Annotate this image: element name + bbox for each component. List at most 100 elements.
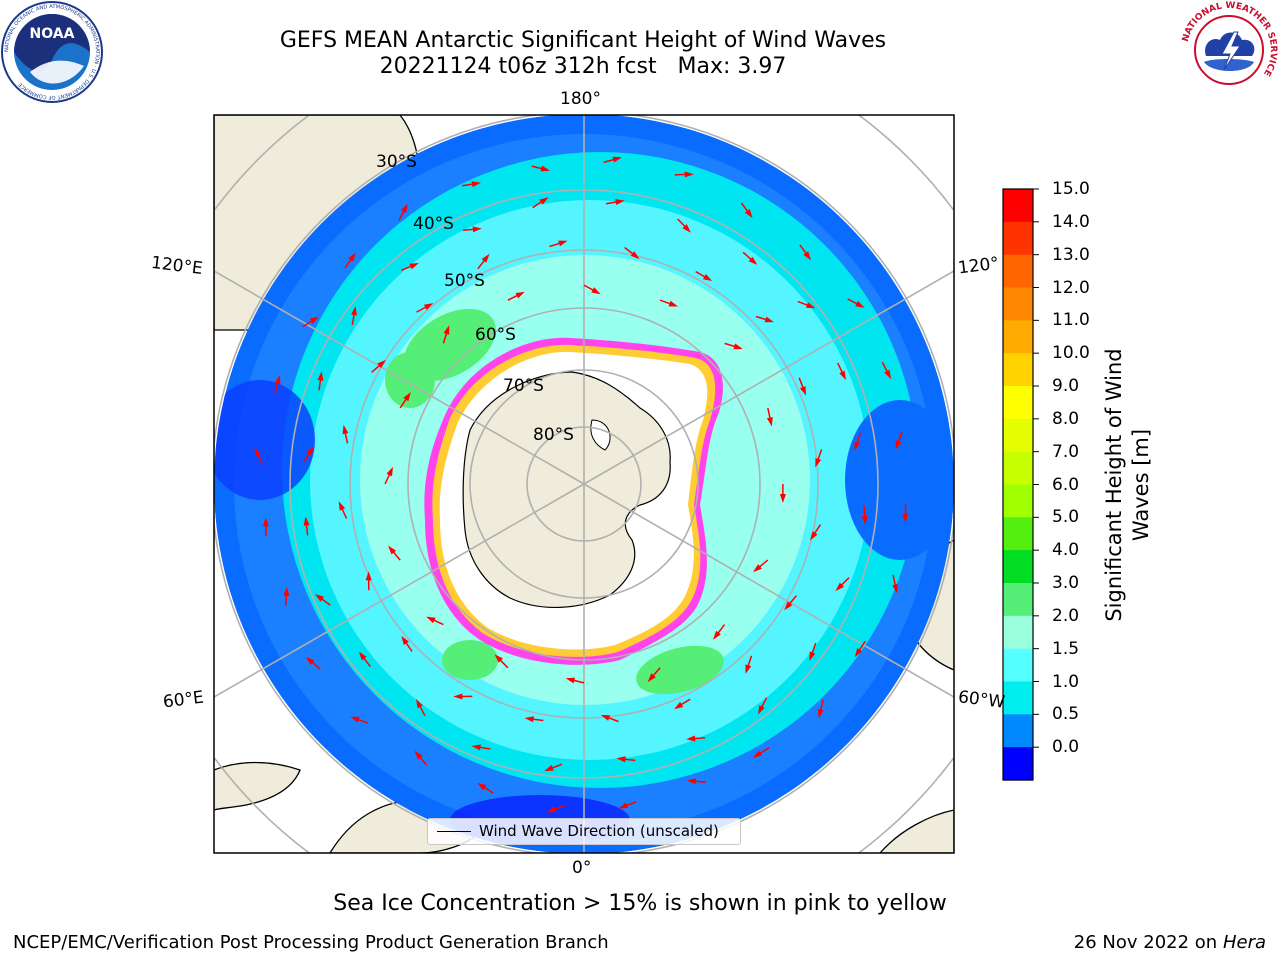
colorbar-tick-label: 5.0 [1052,507,1080,528]
wind-arrow-head [674,701,684,710]
wind-arrow-head [414,750,423,760]
wind-arrow-head [262,517,269,527]
wind-arrow-head [810,531,818,541]
colorbar-segment [1003,517,1033,551]
wind-arrow-head [386,466,393,477]
wind-arrow-head [815,458,822,468]
colorbar-segment [1003,353,1033,387]
colorbar-tick-label: 14.0 [1052,211,1090,232]
wind-arrow-head [274,374,281,385]
colorbar-tick-label: 13.0 [1052,244,1090,265]
wind-arrow-head [426,616,436,624]
colorbar-segment [1003,583,1033,617]
colorbar-segment [1003,484,1033,518]
wind-arrow-head [348,252,356,262]
colorbar-segment [1003,615,1033,650]
map-frame [213,114,955,854]
wind-arrow-head [764,316,774,323]
lon-label-180: 180° [560,89,601,109]
lat-label-80s: 80°S [533,425,574,445]
wind-arrow-head [686,735,696,742]
wind-arrow-head [306,445,314,456]
wind-arrow-head [744,209,753,218]
wind-arrow-head [855,300,865,308]
wind-arrow-head [409,263,419,270]
wind-arrow-head [809,651,816,662]
colorbar-tick-label: 1.0 [1052,671,1080,692]
footer-credit: NCEP/EMC/Verification Post Processing Pr… [13,932,609,953]
wind-arrow-head [630,251,640,260]
colorbar-segment [1003,648,1033,683]
colorbar-segment [1003,681,1033,715]
lat-label-70s: 70°S [503,376,544,396]
wind-arrow-head [477,782,487,791]
wind-arrow-head [684,171,694,178]
footer-date: 26 Nov 2022 on Hera [1073,932,1266,953]
colorbar-tick-label: 0.0 [1052,737,1080,758]
wind-arrow-head [283,586,290,596]
wind-arrow-head [350,716,360,723]
colorbar-tick-label: 6.0 [1052,474,1080,495]
wind-arrow-head [745,664,752,674]
wind-arrow-head [388,545,397,555]
wind-arrow-head [752,750,763,758]
graticule [214,115,954,853]
wind-arrow-head [616,756,626,763]
colorbar-tick-label: 12.0 [1052,277,1090,298]
colorbar-segment [1003,189,1033,223]
wind-arrow-head [892,584,899,594]
wind-arrow-head [615,199,625,205]
colorbar-tick-label: 8.0 [1052,408,1080,429]
wind-arrow-head [472,226,482,233]
legend-line-icon [437,831,471,832]
wind-arrow-head [803,251,811,261]
wind-arrow-head [854,648,863,658]
colorbar-segment [1003,254,1033,289]
noaa-logo-text: NOAA [30,26,75,42]
wind-arrow-head [338,501,346,511]
wind-arrow-head [365,571,372,581]
colorbar-segment [1003,550,1033,584]
sea-ice-note: Sea Ice Concentration > 15% is shown in … [333,891,947,916]
wind-arrow-head [401,635,409,645]
colorbar-tick-label: 0.5 [1052,704,1080,725]
wind-arrow-head [748,256,758,265]
wind-arrow-head [591,287,601,295]
lat-label-40s: 40°S [413,214,454,234]
colorbar-tick-label: 11.0 [1052,310,1090,331]
colorbar-tick-label: 10.0 [1052,343,1090,364]
wind-arrow-head [733,343,743,350]
wind-wave-arrows [254,156,909,813]
wind-arrow-head [713,630,721,640]
colorbar-segment [1003,418,1033,453]
wind-arrow-head [902,513,909,523]
wind-arrow-head [351,306,357,316]
wind-arrow-head [423,303,434,310]
colorbar-tick-label: 3.0 [1052,573,1080,593]
wind-arrow-head [471,181,481,188]
wind-arrow-head [895,440,902,450]
wind-arrow-head [647,673,656,683]
wind-arrow-head [524,716,534,723]
wind-arrow-head [779,494,786,503]
wind-arrow-head [481,253,490,263]
colorbar [1002,188,1039,781]
wind-arrow-head [317,371,324,381]
colorbar-segment [1003,320,1033,354]
wind-arrow-head [515,291,525,299]
wind-arrow-head [817,708,824,719]
wind-arrow-head [612,156,622,163]
wind-arrow-head [784,601,793,611]
colorbar-segment [1003,451,1033,486]
footer-host: Hera [1222,932,1266,953]
lat-label-30s: 30°S [376,152,417,172]
wind-arrow-head [686,778,697,785]
map-area [214,115,954,853]
map-legend: Wind Wave Direction (unscaled) [427,818,741,845]
colorbar-tick-label: 4.0 [1052,540,1080,561]
wind-arrow-head [314,594,324,602]
wind-arrow-head [558,240,568,247]
wind-arrow-head [618,802,628,809]
wind-arrow-head [668,300,678,307]
